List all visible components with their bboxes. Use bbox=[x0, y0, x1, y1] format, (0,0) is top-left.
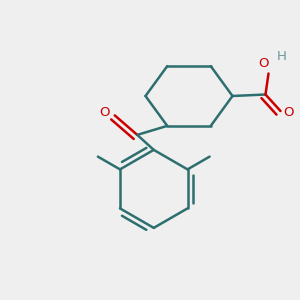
Text: O: O bbox=[284, 106, 294, 119]
Text: H: H bbox=[277, 50, 287, 64]
Text: O: O bbox=[259, 56, 269, 70]
Text: O: O bbox=[99, 106, 110, 119]
